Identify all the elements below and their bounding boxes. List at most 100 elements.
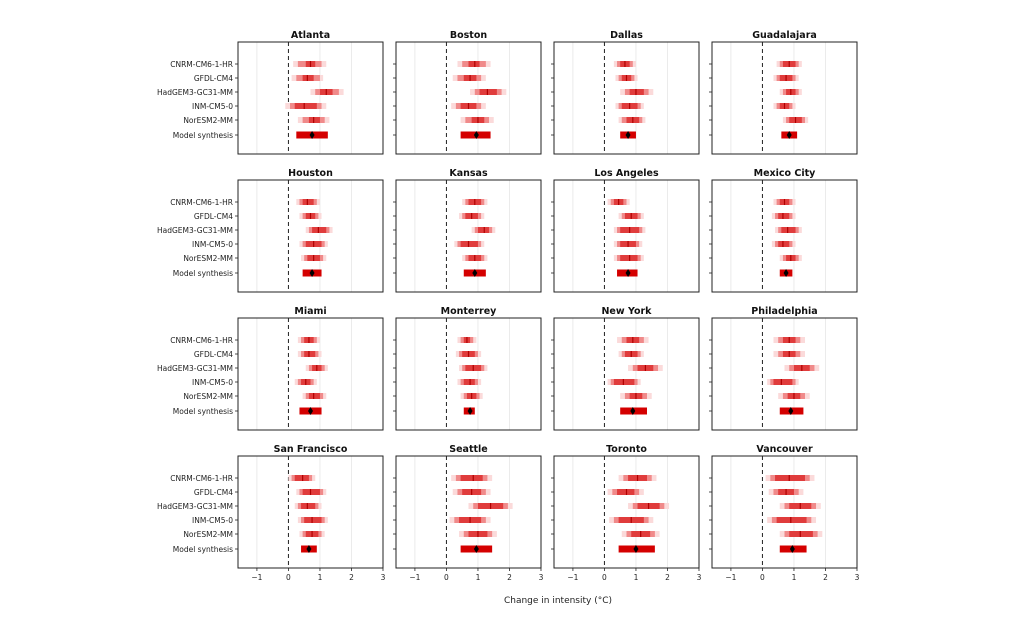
panel-title: Atlanta — [291, 30, 330, 41]
synthesis-marker — [630, 407, 636, 415]
y-tick-label: GFDL-CM4 — [194, 350, 233, 359]
ci-inner-bar — [776, 517, 807, 523]
panel-kansas: Kansas — [393, 168, 542, 293]
ci-inner-bar — [312, 227, 327, 233]
panel-title: Los Angeles — [594, 168, 659, 179]
synthesis-marker — [309, 131, 315, 139]
panel-frame — [711, 455, 858, 569]
synthesis-marker — [625, 269, 631, 277]
ci-inner-bar — [304, 517, 322, 523]
synthesis-marker — [467, 407, 473, 415]
ci-inner-bar — [613, 379, 635, 385]
panel-frame — [553, 455, 700, 569]
y-tick-label: HadGEM3-GC31-MM — [157, 364, 233, 373]
x-tick-label: 2 — [823, 573, 828, 582]
synthesis-marker — [308, 407, 313, 415]
panel-title: San Francisco — [274, 444, 348, 455]
y-tick-label: Model synthesis — [173, 545, 233, 554]
panel-guadalajara: Guadalajara — [709, 30, 858, 155]
y-tick-label: Model synthesis — [173, 407, 233, 416]
panel-title: Mexico City — [754, 168, 817, 179]
panel-title: Monterrey — [441, 306, 498, 317]
x-tick-label: −1 — [409, 573, 420, 582]
panel-san-francisco: San Francisco CNRM-CM6-1-HR GFDL-CM4 HadGEM… — [157, 444, 386, 582]
ci-inner-bar — [308, 393, 320, 399]
ci-inner-bar — [302, 489, 320, 495]
panel-title: New York — [601, 306, 652, 317]
y-tick-label: Model synthesis — [173, 269, 233, 278]
y-tick-label: HadGEM3-GC31-MM — [157, 502, 233, 511]
x-tick-label: 0 — [602, 573, 607, 582]
panel-title: Kansas — [449, 168, 488, 179]
panel-title: Houston — [288, 168, 333, 179]
synthesis-marker — [789, 545, 795, 553]
panel-seattle: Seattle −1 0 1 2 3 — [393, 444, 544, 582]
ci-inner-bar — [477, 227, 489, 233]
x-axis-label: Change in intensity (°C) — [504, 596, 612, 606]
panel-title: Guadalajara — [752, 30, 817, 41]
y-tick-label: CNRM-CM6-1-HR — [170, 60, 233, 69]
y-tick-label: INM-CM5-0 — [192, 102, 233, 111]
panel-toronto: Toronto −1 0 1 2 3 — [551, 444, 702, 582]
y-tick-label: HadGEM3-GC31-MM — [157, 88, 233, 97]
panel-frame — [553, 317, 700, 431]
y-tick-label: INM-CM5-0 — [192, 240, 233, 249]
ci-inner-bar — [789, 531, 813, 537]
panel-title: Vancouver — [756, 444, 813, 455]
ci-inner-bar — [468, 61, 480, 67]
x-tick-label: −1 — [725, 573, 736, 582]
ci-inner-bar — [778, 241, 790, 247]
y-tick-label: HadGEM3-GC31-MM — [157, 226, 233, 235]
x-tick-label: −1 — [567, 573, 578, 582]
ci-inner-bar — [460, 475, 483, 481]
panel-dallas: Dallas — [551, 30, 700, 155]
panel-los-angeles: Los Angeles — [551, 168, 700, 293]
x-tick-label: 0 — [760, 573, 765, 582]
panel-frame — [395, 41, 542, 155]
synthesis-marker — [788, 407, 794, 415]
ci-inner-bar — [781, 227, 796, 233]
panel-houston: Houston CNRM-CM6-1-HR GFDL-CM4 HadGEM3-GC31… — [157, 168, 384, 293]
y-tick-label: GFDL-CM4 — [194, 74, 233, 83]
synthesis-marker — [309, 269, 315, 277]
ci-inner-bar — [294, 475, 309, 481]
panel-mexico-city: Mexico City — [709, 168, 858, 293]
synthesis-marker — [473, 545, 479, 553]
synthesis-marker — [625, 131, 631, 139]
y-tick-label: NorESM2-MM — [183, 116, 233, 125]
ci-inner-bar — [302, 75, 314, 81]
panel-frame — [553, 41, 700, 155]
x-tick-label: 2 — [507, 573, 512, 582]
panel-frame — [553, 179, 700, 293]
y-tick-label: GFDL-CM4 — [194, 212, 233, 221]
panel-frame — [237, 179, 384, 293]
panel-frame — [237, 41, 384, 155]
y-tick-label: CNRM-CM6-1-HR — [170, 198, 233, 207]
ci-inner-bar — [302, 199, 314, 205]
panel-frame — [237, 455, 384, 569]
x-tick-label: 0 — [444, 573, 449, 582]
ci-inner-bar — [773, 379, 793, 385]
ci-inner-bar — [304, 351, 316, 357]
ci-inner-bar — [617, 489, 635, 495]
x-tick-label: −1 — [251, 573, 262, 582]
synthesis-marker — [786, 131, 792, 139]
y-tick-label: INM-CM5-0 — [192, 378, 233, 387]
panel-frame — [395, 455, 542, 569]
ci-inner-bar — [775, 475, 805, 481]
panel-title: Toronto — [606, 444, 647, 455]
ci-inner-bar — [460, 241, 478, 247]
panel-frame — [711, 317, 858, 431]
x-tick-label: 1 — [476, 573, 481, 582]
synthesis-marker — [472, 269, 478, 277]
panel-title: Dallas — [610, 30, 643, 41]
y-tick-label: Model synthesis — [173, 131, 233, 140]
y-tick-label: CNRM-CM6-1-HR — [170, 336, 233, 345]
synthesis-marker — [783, 269, 789, 277]
y-tick-label: NorESM2-MM — [183, 254, 233, 263]
x-tick-label: 0 — [286, 573, 291, 582]
ci-inner-bar — [620, 255, 638, 261]
y-tick-label: NorESM2-MM — [183, 392, 233, 401]
